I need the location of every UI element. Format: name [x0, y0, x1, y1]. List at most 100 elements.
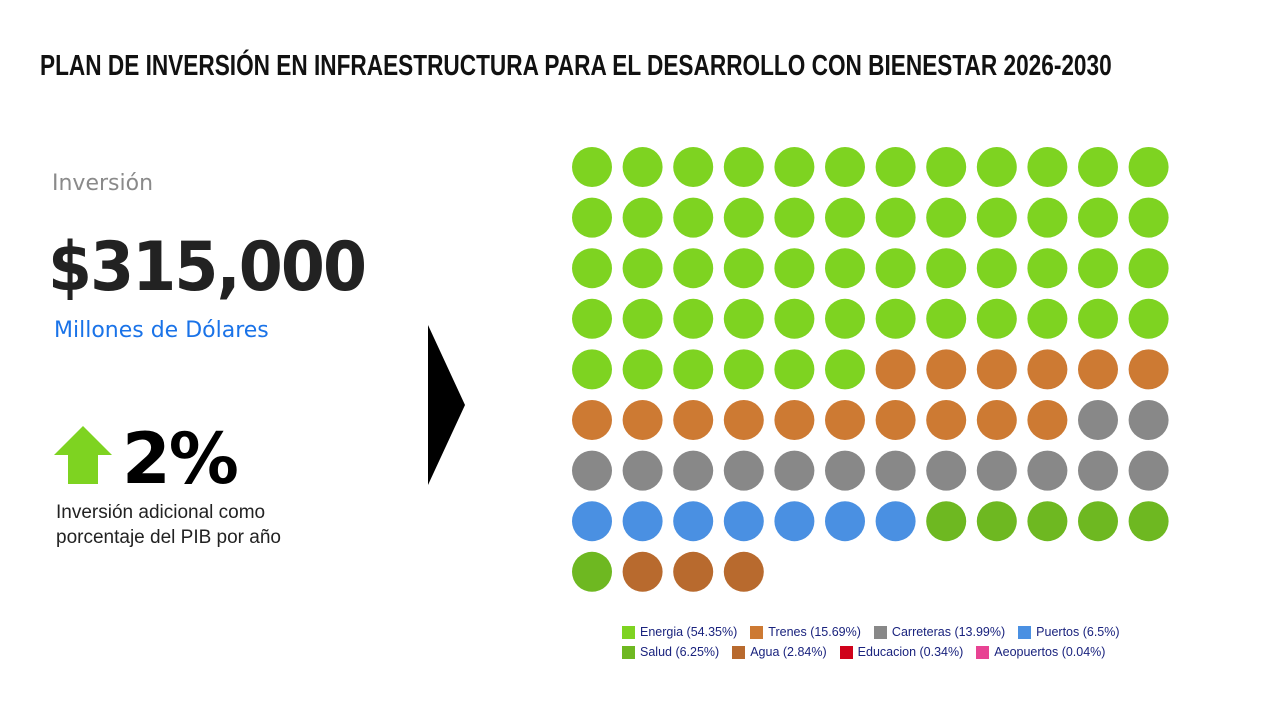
waffle-dot-puertos: [723, 501, 764, 542]
legend-label: Agua (2.84%): [750, 645, 827, 659]
legend-swatch: [873, 625, 887, 639]
waffle-dot-carreteras: [1078, 400, 1118, 440]
waffle-dot-energia: [875, 197, 916, 238]
waffle-dot-energia: [976, 197, 1017, 238]
growth-description: Inversión adicional como porcentaje del …: [56, 502, 281, 548]
waffle-dot-energia: [926, 147, 967, 187]
waffle-dot-energia: [1027, 197, 1068, 238]
waffle-dot-energia: [1128, 147, 1169, 187]
waffle-dot-energia: [673, 349, 714, 390]
waffle-dot-energia: [673, 147, 714, 187]
legend-swatch: [1018, 625, 1032, 639]
waffle-dot-carreteras: [774, 450, 815, 491]
waffle-dot-carreteras: [572, 450, 612, 491]
waffle-dot-energia: [825, 248, 865, 289]
legend-swatch: [976, 645, 990, 659]
waffle-dot-energia: [774, 248, 815, 289]
legend-row: Energia (54.35%) Trenes (15.69%) Carretera…: [622, 622, 1182, 642]
legend-label: Salud (6.25%): [640, 645, 720, 659]
legend-label: Energia (54.35%): [640, 625, 738, 639]
waffle-dot-energia: [723, 147, 764, 187]
growth-percent: 2%: [122, 418, 239, 500]
legend-swatch: [622, 625, 635, 639]
waffle-dot-energia: [1027, 248, 1068, 289]
waffle-dot-energia: [825, 349, 865, 390]
waffle-dot-energia: [1078, 248, 1118, 289]
waffle-dot-energia: [875, 298, 916, 339]
waffle-dot-energia: [572, 349, 612, 390]
waffle-dot-salud: [1128, 501, 1169, 542]
legend-label: Educacion (0.34%): [857, 645, 964, 659]
waffle-dot-carreteras: [1128, 450, 1169, 491]
waffle-dot-energia: [622, 298, 663, 339]
legend-item-trenes: Trenes (15.69%): [750, 625, 861, 639]
waffle-dot-carreteras: [673, 450, 714, 491]
waffle-dot-trenes: [723, 400, 764, 440]
waffle-dot-energia: [875, 147, 916, 187]
waffle-dot-energia: [673, 298, 714, 339]
waffle-dot-trenes: [673, 400, 714, 440]
waffle-dot-trenes: [622, 400, 663, 440]
waffle-dot-energia: [572, 298, 612, 339]
waffle-dot-energia: [976, 248, 1017, 289]
waffle-dot-energia: [1078, 298, 1118, 339]
waffle-dot-puertos: [673, 501, 714, 542]
waffle-dot-energia: [572, 147, 612, 187]
legend-item-puertos: Puertos (6.5%): [1018, 625, 1120, 639]
waffle-dot-energia: [622, 147, 663, 187]
legend-item-energia: Energia (54.35%): [622, 625, 737, 639]
waffle-dot-energia: [572, 248, 612, 289]
legend-item-aeopuertos: Aeopuertos (0.04%): [976, 645, 1105, 659]
waffle-dot-trenes: [1027, 400, 1068, 440]
waffle-dot-puertos: [825, 501, 865, 542]
waffle-dot-energia: [774, 349, 815, 390]
waffle-dot-salud: [976, 501, 1017, 542]
waffle-dot-trenes: [1078, 349, 1118, 390]
waffle-dot-carreteras: [723, 450, 764, 491]
waffle-dot-energia: [926, 197, 967, 238]
waffle-dot-energia: [825, 197, 865, 238]
waffle-dot-trenes: [875, 400, 916, 440]
waffle-dot-energia: [875, 248, 916, 289]
waffle-dot-energia: [1128, 298, 1169, 339]
waffle-dot-energia: [723, 197, 764, 238]
waffle-dot-trenes: [1128, 349, 1169, 390]
legend-item-salud: Salud (6.25%): [622, 645, 719, 659]
waffle-dot-energia: [673, 248, 714, 289]
waffle-dot-energia: [774, 298, 815, 339]
legend-label: Aeopuertos (0.04%): [994, 645, 1106, 659]
waffle-dot-energia: [1027, 298, 1068, 339]
waffle-dot-trenes: [1027, 349, 1068, 390]
waffle-dot-energia: [622, 248, 663, 289]
legend-swatch: [839, 645, 853, 659]
legend-row: Salud (6.25%) Agua (2.84%) Educacion (0.34…: [622, 642, 1182, 662]
waffle-dot-energia: [926, 298, 967, 339]
legend-label: Carreteras (13.99%): [891, 625, 1006, 639]
waffle-dot-energia: [976, 147, 1017, 187]
waffle-dot-carreteras: [926, 450, 967, 491]
waffle-dot-trenes: [926, 349, 967, 390]
waffle-dot-trenes: [976, 400, 1017, 440]
arrow-up-icon: [54, 426, 112, 484]
waffle-dot-energia: [1128, 248, 1169, 289]
waffle-dot-agua: [723, 551, 764, 592]
investment-amount: $315,000: [48, 228, 367, 307]
waffle-dot-carreteras: [1027, 450, 1068, 491]
waffle-dot-energia: [926, 248, 967, 289]
waffle-dot-trenes: [774, 400, 815, 440]
waffle-dot-energia: [976, 298, 1017, 339]
investment-unit: Millones de Dólares: [54, 318, 269, 343]
waffle-dot-salud: [1027, 501, 1068, 542]
legend-label: Trenes (15.69%): [768, 625, 861, 639]
waffle-dot-energia: [1078, 147, 1118, 187]
waffle-dot-puertos: [572, 501, 612, 542]
waffle-dot-energia: [673, 197, 714, 238]
waffle-dot-carreteras: [976, 450, 1017, 491]
legend-item-agua: Agua (2.84%): [732, 645, 827, 659]
waffle-dot-carreteras: [1128, 400, 1169, 440]
waffle-dot-trenes: [572, 400, 612, 440]
waffle-dot-energia: [723, 298, 764, 339]
waffle-dot-trenes: [825, 400, 865, 440]
legend-swatch: [750, 625, 764, 639]
